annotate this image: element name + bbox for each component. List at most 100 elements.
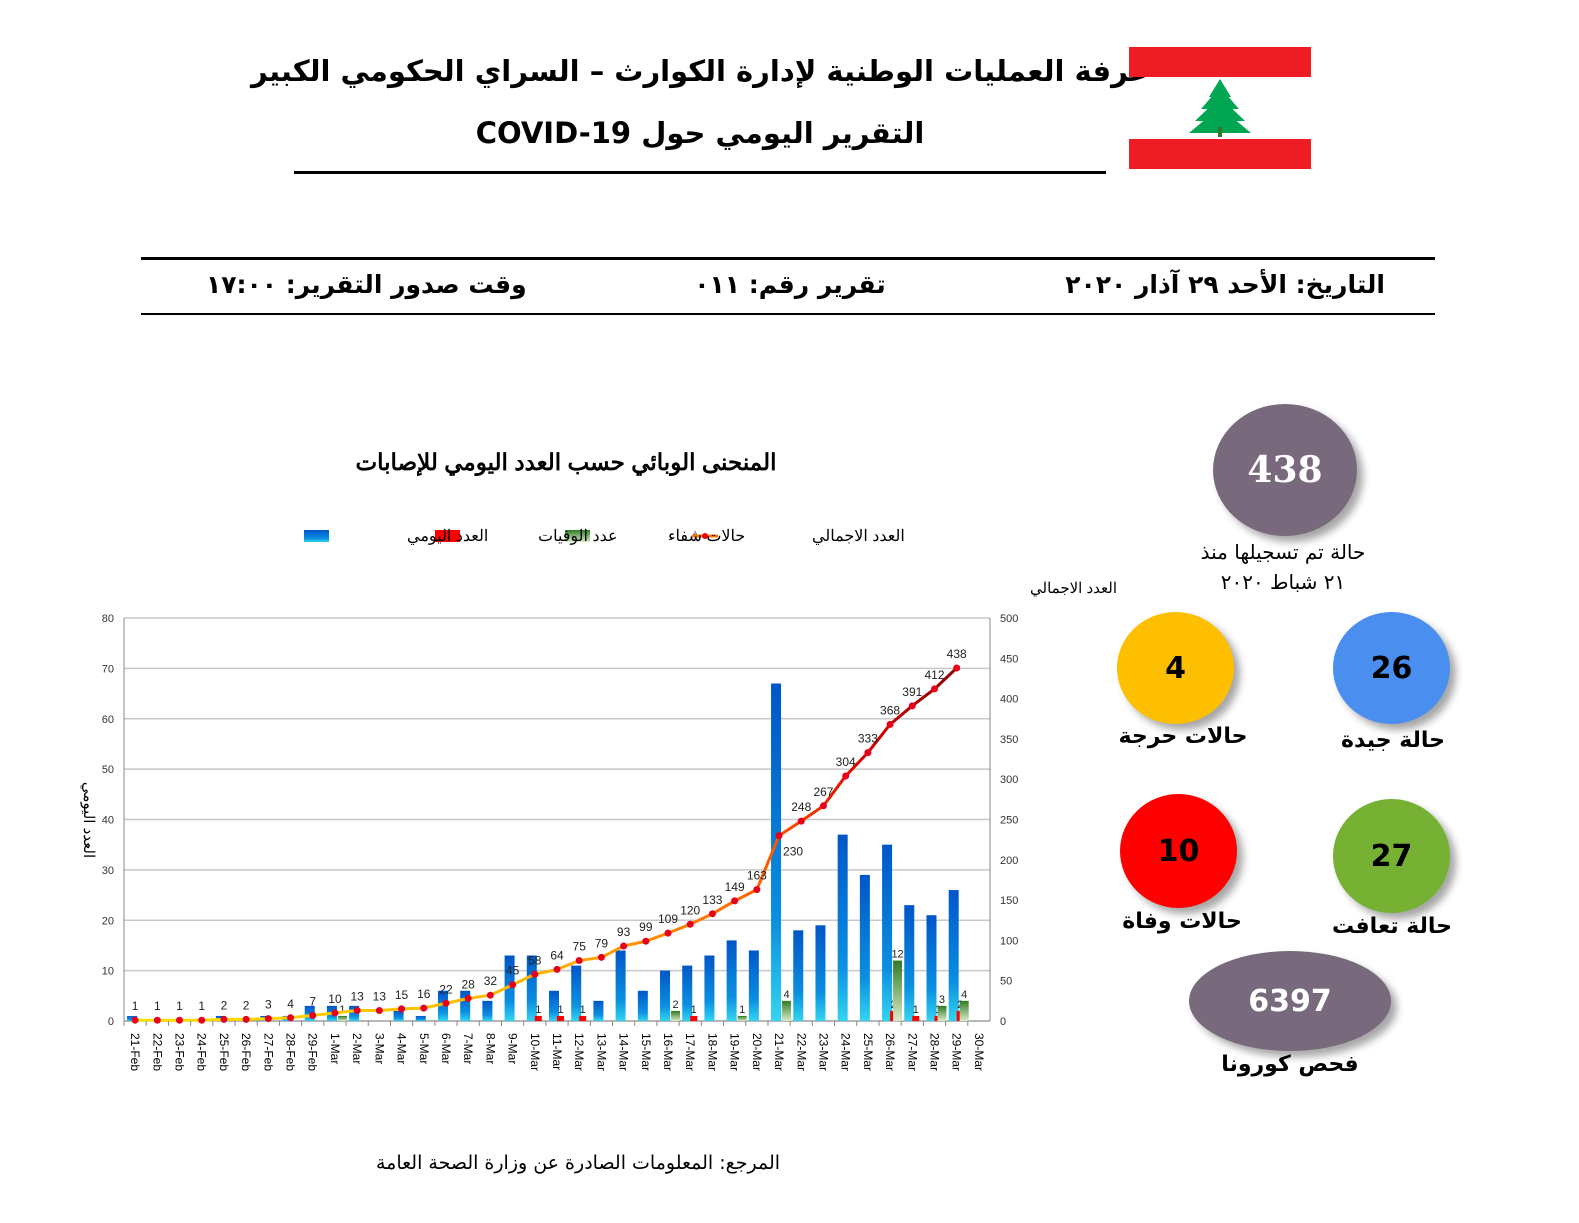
x-axis-tick-label: 23-Mar (816, 1033, 830, 1071)
recovered-data-label: 2 (672, 999, 678, 1011)
total-cases-point (620, 942, 628, 950)
x-axis-tick-label: 10-Mar (528, 1033, 542, 1071)
tests-label: فحص كورونا (1221, 1052, 1359, 1077)
report-title-line2: التقرير اليومي حول COVID-19 (475, 116, 925, 150)
total-cases-point (531, 970, 539, 978)
total-cases-value: 438 (1247, 449, 1323, 491)
x-axis-tick-label: 3-Mar (372, 1033, 386, 1064)
total-cases-point (775, 832, 783, 840)
x-axis-tick-label: 25-Mar (861, 1033, 875, 1071)
total-cases-data-label: 7 (309, 994, 316, 1008)
deaths-data-label: 1 (535, 1004, 541, 1016)
daily-bar (349, 1005, 360, 1021)
deaths-bar (690, 1015, 698, 1021)
total-cases-data-label: 230 (783, 845, 803, 859)
total-cases-data-label: 412 (924, 668, 944, 682)
right-axis-tick-label: 400 (1000, 694, 1018, 706)
right-axis-tick-label: 100 (1000, 935, 1018, 947)
daily-bar (504, 955, 515, 1021)
daily-bar (460, 990, 471, 1021)
legend-label-daily: العدد اليومي (407, 528, 488, 545)
x-axis-tick-label: 12-Mar (572, 1033, 586, 1071)
total-cases-data-label: 3 (265, 998, 272, 1012)
daily-bar (571, 965, 582, 1021)
total-cases-point (753, 886, 761, 894)
total-cases-data-label: 163 (747, 869, 767, 883)
daily-bar (726, 940, 737, 1021)
x-axis-tick-label: 24-Mar (839, 1033, 853, 1071)
total-cases-data-label: 45 (506, 964, 520, 978)
total-cases-point (287, 1014, 295, 1022)
x-axis-tick-label: 23-Feb (173, 1033, 187, 1071)
deaths-bar (579, 1015, 587, 1021)
daily-bar (837, 834, 848, 1021)
daily-bar (415, 1015, 426, 1021)
x-axis-tick-label: 7-Mar (461, 1033, 475, 1064)
total-cases-point (331, 1009, 339, 1017)
total-cases-point (464, 994, 472, 1002)
recovered-label: حالة تعافت (1331, 914, 1453, 939)
right-axis-tick-label: 150 (1000, 895, 1018, 907)
tests-bubble: 6397 (1189, 951, 1391, 1051)
total-cases-data-label: 4 (287, 997, 294, 1011)
daily-bar (926, 915, 937, 1021)
recovered-bar (937, 1005, 947, 1021)
total-cases-data-label: 333 (858, 732, 878, 746)
cedar-tree-icon (1189, 79, 1251, 137)
daily-bar (593, 1000, 604, 1021)
x-axis-tick-label: 28-Feb (284, 1033, 298, 1071)
total-cases-data-label: 2 (243, 998, 250, 1012)
daily-bar (882, 844, 893, 1021)
daily-bar (660, 970, 671, 1021)
legend-swatch-recovered (565, 530, 590, 542)
daily-bar (615, 950, 626, 1021)
total-cases-point (509, 981, 517, 989)
daily-bar (859, 874, 870, 1021)
x-axis-tick-label: 14-Mar (617, 1033, 631, 1071)
total-cases-point (242, 1015, 250, 1023)
total-cases-point (886, 720, 894, 728)
x-axis-tick-label: 16-Mar (661, 1033, 675, 1071)
deaths-bubble: 10 (1120, 794, 1237, 908)
title-underline (294, 171, 1106, 174)
x-axis-tick-label: 11-Mar (550, 1033, 564, 1070)
deaths-data-label: 1 (691, 1004, 697, 1016)
total-cases-point (486, 991, 494, 999)
recovered-bar (737, 1015, 747, 1021)
total-cases-data-label: 10 (328, 992, 342, 1006)
total-cases-data-label: 13 (373, 990, 387, 1004)
recovered-data-label: 12 (891, 949, 903, 961)
left-axis-tick-label: 20 (102, 915, 114, 927)
x-axis-tick-label: 25-Feb (217, 1033, 231, 1071)
x-axis-tick-label: 22-Feb (150, 1033, 164, 1071)
total-cases-data-label: 304 (836, 755, 856, 769)
right-axis-tick-label: 50 (1000, 976, 1012, 988)
report-title-line1: غرفة العمليات الوطنية لإدارة الكوارث – ا… (251, 54, 1149, 88)
total-cases-data-label: 391 (902, 685, 922, 699)
good-cases-label: حالة جيدة (1341, 728, 1445, 753)
left-axis-tick-label: 40 (102, 815, 114, 827)
total-cases-point (198, 1016, 206, 1024)
critical-cases-value: 4 (1165, 650, 1186, 686)
total-cases-point (686, 920, 694, 928)
legend-swatch-deaths (435, 530, 460, 542)
x-axis-tick-label: 9-Mar (506, 1033, 520, 1064)
chart-title: المنحنى الوبائي حسب العدد اليومي للإصابا… (356, 449, 777, 477)
left-axis-tick-label: 80 (102, 613, 114, 625)
total-cases-data-label: 2 (221, 998, 228, 1012)
recovered-data-label: 1 (739, 1004, 745, 1016)
x-axis-tick-label: 20-Mar (750, 1033, 764, 1071)
x-axis-tick-label: 21-Feb (128, 1033, 142, 1071)
deaths-bar (534, 1015, 542, 1021)
x-axis-tick-label: 29-Feb (306, 1033, 320, 1071)
total-cases-data-label: 1 (154, 999, 161, 1013)
total-cases-point (575, 957, 583, 965)
total-cases-point (309, 1011, 317, 1019)
right-axis-tick-label: 350 (1000, 734, 1018, 746)
total-cases-data-label: 79 (595, 936, 609, 950)
total-cases-point (176, 1016, 184, 1024)
total-cases-point (398, 1005, 406, 1013)
recovered-data-label: 1 (339, 1004, 345, 1016)
x-axis-tick-label: 13-Mar (594, 1033, 608, 1071)
right-axis-tick-label: 250 (1000, 815, 1018, 827)
